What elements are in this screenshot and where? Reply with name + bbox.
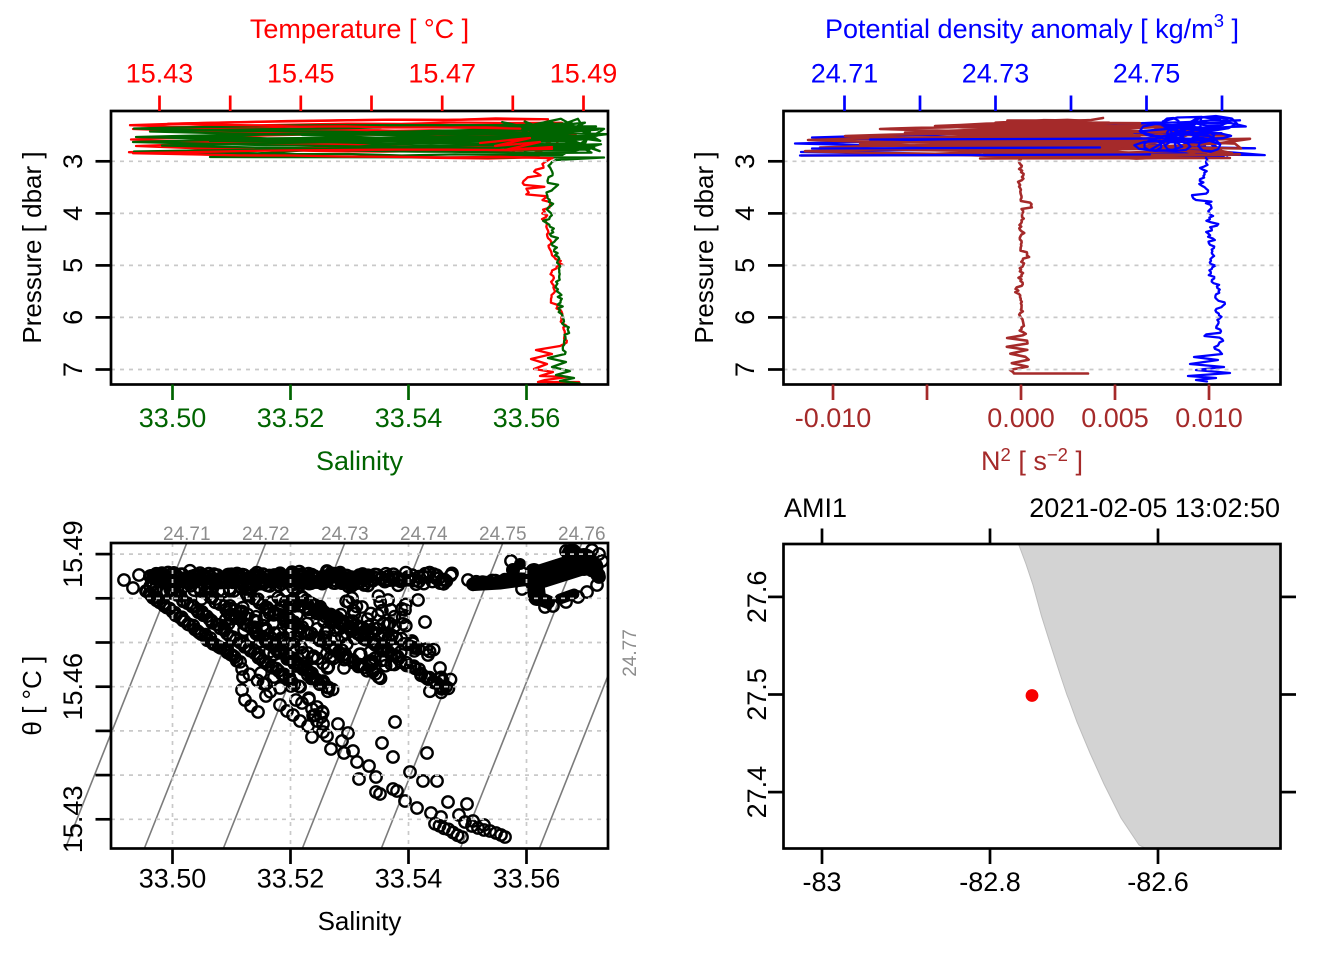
svg-text:Pressure [ dbar ]: Pressure [ dbar ] bbox=[17, 151, 47, 343]
svg-text:24.71: 24.71 bbox=[811, 59, 879, 89]
svg-text:27.5: 27.5 bbox=[742, 668, 772, 721]
svg-text:15.47: 15.47 bbox=[408, 59, 476, 89]
svg-text:24.77: 24.77 bbox=[620, 629, 641, 677]
svg-text:N2 [ s−2 ]: N2 [ s−2 ] bbox=[981, 444, 1083, 476]
svg-text:Potential density anomaly [ kg: Potential density anomaly [ kg/m3 ] bbox=[825, 10, 1239, 44]
svg-text:33.50: 33.50 bbox=[139, 403, 207, 433]
svg-text:AMI1: AMI1 bbox=[784, 493, 847, 523]
svg-text:24.73: 24.73 bbox=[962, 59, 1030, 89]
svg-text:Salinity: Salinity bbox=[316, 446, 404, 476]
svg-text:3: 3 bbox=[58, 154, 88, 169]
svg-text:0.000: 0.000 bbox=[987, 403, 1055, 433]
svg-text:Temperature [ °C ]: Temperature [ °C ] bbox=[250, 14, 469, 44]
svg-text:-82.8: -82.8 bbox=[959, 867, 1021, 897]
svg-text:33.50: 33.50 bbox=[139, 864, 207, 894]
svg-text:4: 4 bbox=[58, 206, 88, 221]
svg-text:33.52: 33.52 bbox=[257, 864, 325, 894]
svg-text:0.005: 0.005 bbox=[1081, 403, 1149, 433]
svg-text:33.56: 33.56 bbox=[493, 403, 561, 433]
svg-text:5: 5 bbox=[730, 258, 760, 273]
svg-text:24.75: 24.75 bbox=[1113, 59, 1181, 89]
svg-text:Salinity: Salinity bbox=[318, 906, 402, 936]
svg-text:15.43: 15.43 bbox=[58, 786, 88, 854]
svg-text:33.52: 33.52 bbox=[257, 403, 325, 433]
svg-text:24.75: 24.75 bbox=[479, 524, 527, 545]
svg-text:Pressure [ dbar ]: Pressure [ dbar ] bbox=[689, 151, 719, 343]
svg-text:6: 6 bbox=[730, 310, 760, 325]
svg-text:24.71: 24.71 bbox=[163, 524, 211, 545]
svg-text:-0.010: -0.010 bbox=[795, 403, 872, 433]
svg-text:-83: -83 bbox=[802, 867, 841, 897]
svg-text:7: 7 bbox=[730, 362, 760, 377]
svg-text:33.56: 33.56 bbox=[493, 864, 561, 894]
svg-text:24.72: 24.72 bbox=[242, 524, 290, 545]
svg-text:θ [ °C ]: θ [ °C ] bbox=[17, 656, 47, 736]
svg-text:7: 7 bbox=[58, 362, 88, 377]
svg-text:15.49: 15.49 bbox=[550, 59, 618, 89]
svg-text:5: 5 bbox=[58, 258, 88, 273]
svg-text:4: 4 bbox=[730, 206, 760, 221]
svg-text:3: 3 bbox=[730, 154, 760, 169]
svg-text:15.45: 15.45 bbox=[267, 59, 335, 89]
svg-text:15.46: 15.46 bbox=[58, 653, 88, 721]
svg-text:24.76: 24.76 bbox=[558, 524, 606, 545]
svg-text:2021-02-05 13:02:50: 2021-02-05 13:02:50 bbox=[1029, 493, 1280, 523]
svg-text:27.4: 27.4 bbox=[742, 766, 772, 819]
svg-text:-82.6: -82.6 bbox=[1127, 867, 1189, 897]
svg-text:15.49: 15.49 bbox=[58, 520, 88, 588]
svg-text:6: 6 bbox=[58, 310, 88, 325]
svg-text:0.010: 0.010 bbox=[1175, 403, 1243, 433]
svg-text:27.6: 27.6 bbox=[742, 571, 772, 624]
svg-text:24.74: 24.74 bbox=[400, 524, 448, 545]
svg-text:33.54: 33.54 bbox=[375, 864, 443, 894]
svg-text:33.54: 33.54 bbox=[375, 403, 443, 433]
svg-text:15.43: 15.43 bbox=[126, 59, 194, 89]
svg-text:24.73: 24.73 bbox=[321, 524, 369, 545]
